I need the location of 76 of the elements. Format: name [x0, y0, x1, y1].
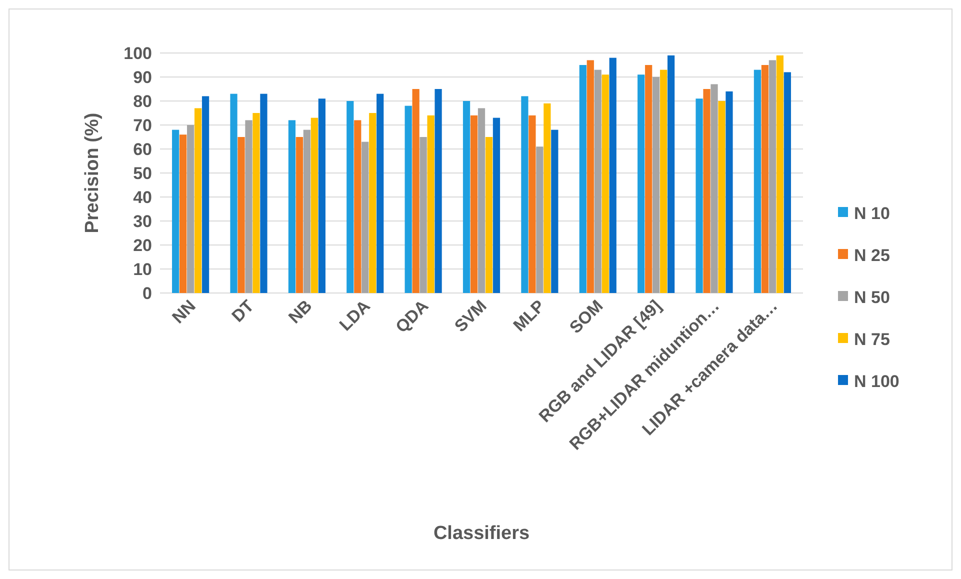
- bar: [260, 94, 268, 293]
- bar: [652, 77, 660, 293]
- bar: [186, 125, 194, 293]
- bar: [376, 94, 384, 293]
- y-tick-label: 60: [133, 140, 152, 159]
- y-tick-label: 90: [133, 68, 152, 87]
- bar: [427, 115, 434, 293]
- bar: [354, 120, 362, 293]
- bar: [310, 118, 318, 293]
- bar: [718, 101, 726, 293]
- bar: [528, 115, 536, 293]
- bar: [726, 91, 733, 293]
- y-tick-label: 50: [133, 164, 152, 183]
- y-tick-label: 100: [124, 44, 152, 63]
- bar: [586, 60, 594, 293]
- y-tick-label: 20: [133, 236, 152, 255]
- bar: [412, 89, 420, 293]
- bar: [485, 137, 493, 293]
- bar: [602, 74, 609, 293]
- bar: [462, 101, 470, 293]
- bar: [521, 96, 528, 293]
- bar: [696, 98, 703, 293]
- bar: [478, 108, 486, 293]
- bar: [434, 89, 442, 293]
- bar: [230, 94, 238, 293]
- bar: [172, 130, 180, 293]
- y-tick-label: 0: [142, 284, 152, 303]
- legend-label: N 25: [854, 246, 890, 265]
- bar: [420, 137, 427, 293]
- bar: [202, 96, 210, 293]
- bar: [404, 106, 412, 293]
- bar: [362, 142, 369, 293]
- x-tick-label: NB: [284, 296, 316, 328]
- bar: [609, 58, 616, 293]
- bar: [667, 55, 675, 293]
- y-tick-label: 30: [133, 212, 152, 231]
- bar: [594, 70, 602, 293]
- y-tick-label: 80: [133, 92, 152, 111]
- legend-label: N 50: [854, 288, 890, 307]
- bar: [288, 120, 296, 293]
- bar: [660, 70, 668, 293]
- bar: [776, 55, 784, 293]
- bar: [296, 137, 303, 293]
- bar: [470, 115, 478, 293]
- x-tick-label: DT: [228, 296, 258, 326]
- bar: [768, 60, 776, 293]
- bar: [536, 146, 544, 293]
- bar: [579, 65, 586, 293]
- bar: [252, 113, 260, 293]
- bar: [245, 120, 252, 293]
- bar: [238, 137, 245, 293]
- bar: [180, 134, 187, 293]
- legend-label: N 100: [854, 372, 900, 391]
- x-tick-label: NN: [168, 296, 200, 328]
- bar: [703, 89, 710, 293]
- bar: [318, 98, 326, 293]
- bar: [194, 108, 202, 293]
- y-axis-title: Precision (%): [82, 112, 103, 234]
- bar: [784, 72, 791, 293]
- bar: [303, 130, 310, 293]
- bar: [638, 74, 645, 293]
- y-tick-label: 10: [133, 260, 152, 279]
- bar: [754, 70, 762, 293]
- legend-label: N 10: [854, 204, 890, 223]
- y-tick-label: 70: [133, 116, 152, 135]
- bar: [645, 65, 652, 293]
- bar: [346, 101, 354, 293]
- bar: [761, 65, 769, 293]
- bar: [369, 113, 376, 293]
- y-tick-label: 40: [133, 188, 152, 207]
- bar: [551, 130, 558, 293]
- bar: [544, 103, 551, 293]
- legend-label: N 75: [854, 330, 890, 349]
- bar: [492, 118, 500, 293]
- x-axis-title: Classifiers: [433, 523, 530, 544]
- bar: [710, 84, 718, 293]
